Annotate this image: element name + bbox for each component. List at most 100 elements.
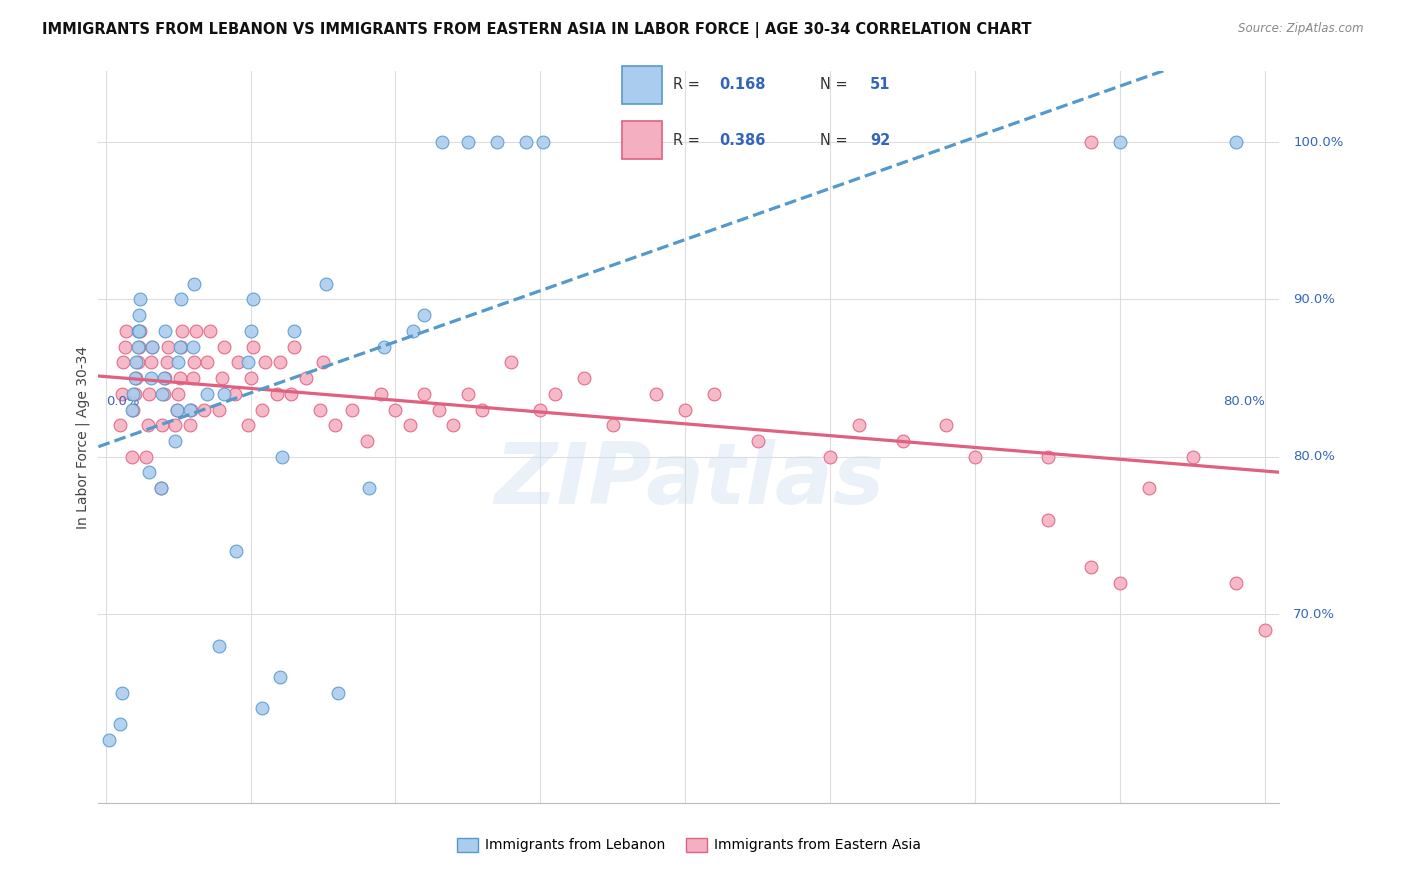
- Point: [127, 324, 149, 338]
- Point: [169, 371, 191, 385]
- Point: [121, 402, 143, 417]
- Point: [269, 670, 291, 684]
- Y-axis label: In Labor Force | Age 30-34: In Labor Force | Age 30-34: [76, 345, 90, 529]
- Text: 92: 92: [870, 133, 890, 148]
- Point: [149, 481, 172, 495]
- Point: [1326, 481, 1348, 495]
- Text: 70.0%: 70.0%: [1294, 607, 1336, 621]
- Point: [127, 355, 149, 369]
- Text: R =: R =: [672, 133, 704, 148]
- Point: [427, 402, 450, 417]
- Point: [149, 481, 172, 495]
- Point: [193, 402, 215, 417]
- Point: [135, 450, 157, 464]
- Point: [110, 686, 132, 700]
- Point: [211, 371, 233, 385]
- Point: [315, 277, 337, 291]
- Point: [150, 418, 173, 433]
- Point: [110, 387, 132, 401]
- Point: [340, 402, 363, 417]
- Point: [115, 324, 138, 338]
- Text: 0.0%: 0.0%: [105, 394, 139, 408]
- Point: [184, 324, 207, 338]
- Point: [402, 324, 425, 338]
- Point: [1181, 450, 1204, 464]
- Point: [179, 418, 201, 433]
- Point: [1109, 575, 1132, 590]
- Point: [323, 418, 346, 433]
- Point: [214, 387, 236, 401]
- Point: [214, 340, 236, 354]
- Text: 90.0%: 90.0%: [1294, 293, 1336, 306]
- Point: [167, 355, 190, 369]
- Text: Source: ZipAtlas.com: Source: ZipAtlas.com: [1239, 22, 1364, 36]
- Point: [124, 371, 146, 385]
- Point: [224, 387, 246, 401]
- Point: [239, 324, 262, 338]
- Point: [430, 135, 453, 149]
- Point: [370, 387, 392, 401]
- Point: [1036, 450, 1059, 464]
- Point: [122, 402, 145, 417]
- Point: [124, 387, 146, 401]
- Point: [156, 340, 179, 354]
- Point: [413, 308, 436, 322]
- Point: [195, 387, 218, 401]
- Point: [114, 340, 136, 354]
- Point: [108, 418, 131, 433]
- Point: [515, 135, 537, 149]
- Point: [1036, 513, 1059, 527]
- Point: [457, 387, 479, 401]
- Bar: [623, 121, 662, 160]
- Point: [269, 355, 291, 369]
- Point: [250, 402, 273, 417]
- Point: [242, 340, 264, 354]
- Point: [965, 450, 987, 464]
- Point: [529, 402, 551, 417]
- Point: [179, 402, 201, 417]
- Point: [166, 402, 188, 417]
- Text: R =: R =: [672, 78, 704, 93]
- Bar: [623, 66, 662, 104]
- Point: [384, 402, 406, 417]
- Point: [443, 418, 465, 433]
- Point: [139, 371, 162, 385]
- Point: [108, 717, 131, 731]
- Point: [471, 402, 494, 417]
- Point: [141, 340, 163, 354]
- Point: [250, 701, 273, 715]
- Point: [152, 371, 174, 385]
- Point: [1254, 623, 1277, 637]
- Point: [1109, 135, 1132, 149]
- Point: [138, 466, 160, 480]
- Text: ZIPatlas: ZIPatlas: [494, 440, 884, 523]
- Text: 51: 51: [870, 78, 890, 93]
- Point: [1080, 559, 1102, 574]
- Point: [139, 355, 162, 369]
- Point: [172, 324, 194, 338]
- Point: [136, 418, 159, 433]
- Point: [673, 402, 696, 417]
- Point: [645, 387, 668, 401]
- Point: [294, 371, 316, 385]
- Point: [226, 355, 249, 369]
- Point: [266, 387, 288, 401]
- Point: [167, 387, 190, 401]
- Point: [127, 340, 149, 354]
- Point: [1355, 450, 1378, 464]
- Text: N =: N =: [820, 133, 852, 148]
- Point: [312, 355, 335, 369]
- Point: [170, 340, 193, 354]
- Point: [181, 340, 204, 354]
- Point: [457, 135, 479, 149]
- Point: [97, 732, 120, 747]
- Text: 80.0%: 80.0%: [1223, 394, 1265, 408]
- Point: [112, 355, 135, 369]
- Point: [531, 135, 554, 149]
- Point: [198, 324, 221, 338]
- Text: 100.0%: 100.0%: [1294, 136, 1344, 149]
- Point: [129, 293, 152, 307]
- Point: [242, 293, 264, 307]
- Point: [153, 371, 176, 385]
- Point: [128, 340, 150, 354]
